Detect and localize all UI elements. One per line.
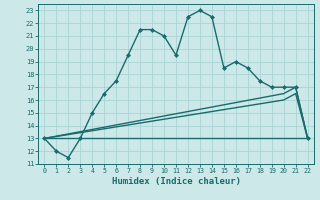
X-axis label: Humidex (Indice chaleur): Humidex (Indice chaleur) bbox=[111, 177, 241, 186]
